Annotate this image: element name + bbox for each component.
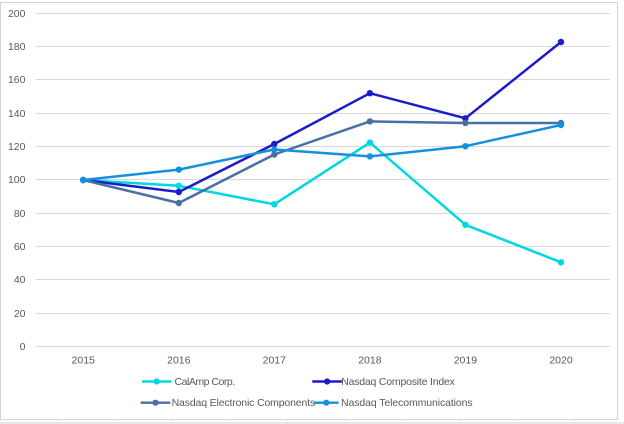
svg-text:20: 20 — [14, 308, 26, 320]
svg-text:2015: 2015 — [72, 355, 96, 367]
svg-text:2016: 2016 — [167, 355, 191, 367]
svg-text:160: 160 — [8, 74, 26, 86]
svg-text:120: 120 — [8, 141, 26, 153]
svg-text:0: 0 — [20, 341, 26, 353]
svg-text:40: 40 — [14, 274, 26, 286]
svg-text:2019: 2019 — [454, 355, 478, 367]
svg-text:CalAmp Corp.: CalAmp Corp. — [175, 376, 235, 388]
svg-text:2020: 2020 — [549, 355, 573, 367]
svg-text:2017: 2017 — [263, 355, 287, 367]
svg-text:2018: 2018 — [358, 355, 382, 367]
svg-text:200: 200 — [8, 8, 26, 20]
svg-text:Nasdaq Composite Index: Nasdaq Composite Index — [341, 376, 455, 388]
svg-text:80: 80 — [14, 208, 26, 220]
svg-text:60: 60 — [14, 241, 26, 253]
svg-text:180: 180 — [8, 41, 26, 53]
svg-text:Nasdaq Telecommunications: Nasdaq Telecommunications — [341, 397, 473, 409]
svg-text:100: 100 — [8, 174, 26, 186]
svg-text:140: 140 — [8, 108, 26, 120]
svg-text:Nasdaq Electronic Components: Nasdaq Electronic Components — [172, 397, 315, 409]
